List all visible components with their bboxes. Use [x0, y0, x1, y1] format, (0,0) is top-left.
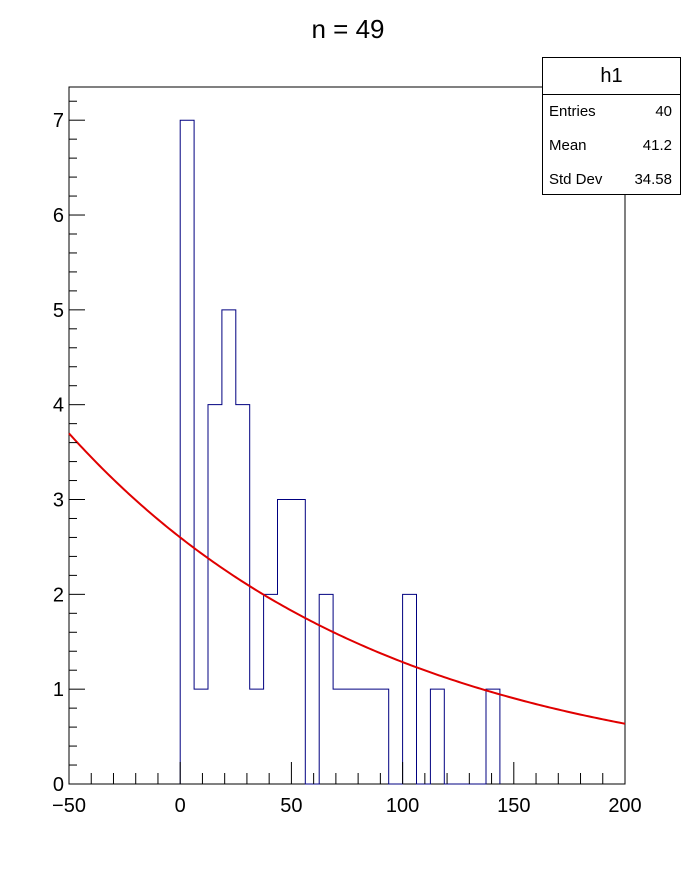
hist-bar-22	[486, 689, 500, 784]
y-tick-label-7: 7	[53, 110, 64, 132]
x-tick-label-4: 150	[497, 795, 530, 817]
x-tick-label-5: 200	[608, 795, 641, 817]
hist-bar-5	[250, 689, 264, 784]
hist-bar-1	[194, 689, 208, 784]
hist-bar-6	[264, 594, 278, 784]
hist-bar-18	[430, 689, 444, 784]
stats-entries-label: Entries	[549, 95, 596, 129]
y-tick-label-6: 6	[53, 205, 64, 227]
hist-bar-11	[333, 689, 347, 784]
stats-box: h1 Entries 40 Mean 41.2 Std Dev 34.58	[542, 57, 681, 195]
stats-mean-value: 41.2	[643, 129, 672, 163]
stats-mean-row: Mean 41.2	[543, 129, 680, 163]
y-tick-label-4: 4	[53, 395, 64, 417]
hist-bar-8	[291, 500, 305, 784]
stats-stddev-value: 34.58	[634, 163, 672, 197]
x-tick-label-2: 50	[280, 795, 302, 817]
hist-bar-14	[375, 689, 389, 784]
hist-bar-10	[319, 594, 333, 784]
stats-stddev-label: Std Dev	[549, 163, 602, 197]
stats-entries-value: 40	[655, 95, 672, 129]
stats-entries-row: Entries 40	[543, 95, 680, 129]
hist-bar-2	[208, 405, 222, 784]
stats-stddev-row: Std Dev 34.58	[543, 163, 680, 197]
hist-bar-12	[347, 689, 361, 784]
hist-bar-16	[403, 594, 417, 784]
hist-bar-13	[361, 689, 375, 784]
hist-bar-7	[278, 500, 292, 784]
x-tick-label-1: 0	[175, 795, 186, 817]
y-tick-label-3: 3	[53, 490, 64, 512]
stats-mean-label: Mean	[549, 129, 587, 163]
x-tick-label-0: −50	[52, 795, 86, 817]
y-tick-label-0: 0	[53, 774, 64, 796]
histogram-bars	[180, 120, 500, 784]
hist-bar-4	[236, 405, 250, 784]
y-tick-label-2: 2	[53, 584, 64, 606]
hist-bar-0	[180, 120, 194, 784]
hist-bar-3	[222, 310, 236, 784]
chart-title: n = 49	[311, 14, 384, 44]
y-tick-label-5: 5	[53, 300, 64, 322]
x-tick-label-3: 100	[386, 795, 419, 817]
fit-curve	[69, 433, 625, 723]
stats-title: h1	[543, 58, 680, 95]
histogram-outline	[180, 120, 500, 784]
y-tick-label-1: 1	[53, 679, 64, 701]
